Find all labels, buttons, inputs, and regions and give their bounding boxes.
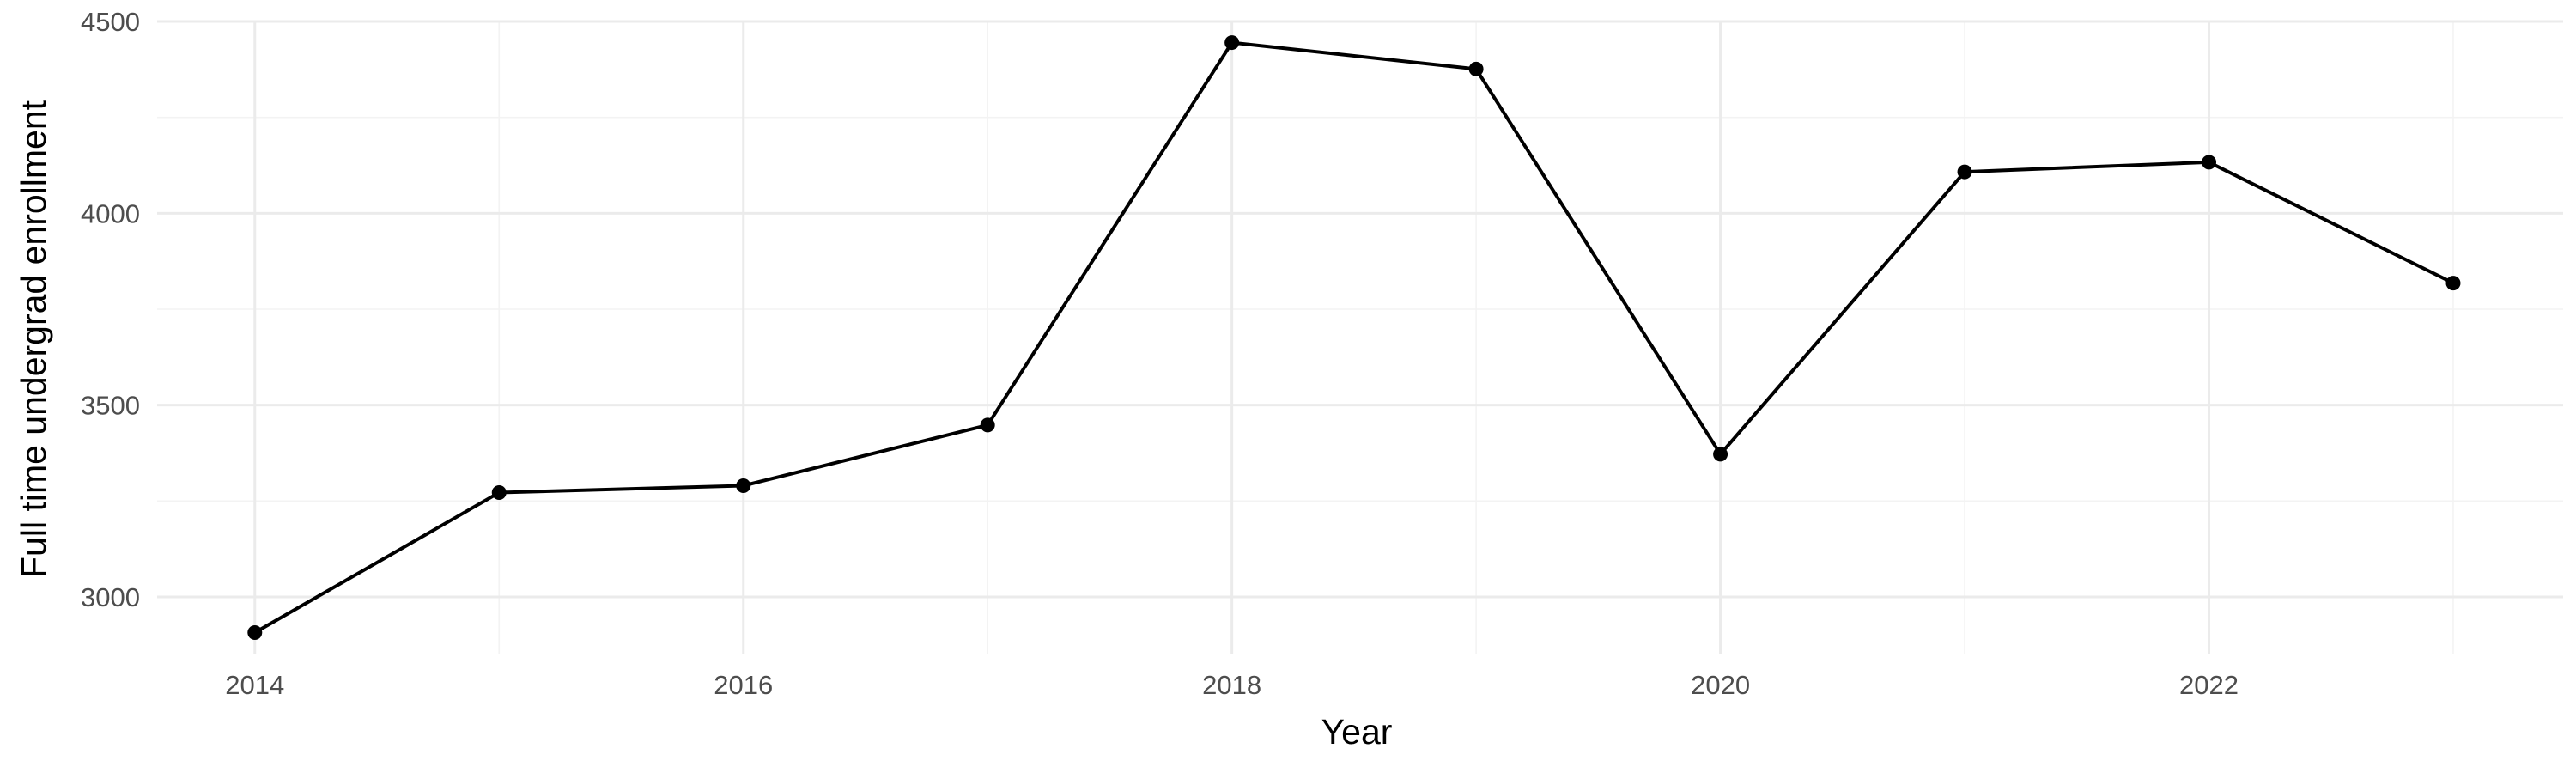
data-point [1713,447,1728,462]
y-tick-label: 4500 [81,7,140,37]
y-tick-label: 4000 [81,198,140,228]
data-point [2445,276,2461,291]
data-point [1957,164,1972,180]
x-tick-label: 2014 [225,670,284,700]
data-point [1224,35,1240,51]
x-tick-label: 2022 [2179,670,2239,700]
y-axis-title: Full time undergrad enrollment [14,100,53,578]
data-point [491,485,507,501]
y-tick-label: 3500 [81,391,140,421]
series-layer [247,35,2461,641]
x-axis: 2014 2016 2018 2020 2022 [225,670,2239,700]
x-tick-label: 2020 [1691,670,1750,700]
data-point [2202,155,2217,170]
series-line [253,40,2454,635]
x-tick-label: 2018 [1202,670,1261,700]
data-point [247,625,263,641]
grid [157,20,2563,654]
data-point [736,478,751,493]
x-tick-label: 2016 [714,670,773,700]
x-axis-title: Year [1321,712,1393,752]
data-point [980,417,995,433]
y-tick-label: 3000 [81,582,140,612]
data-point [1468,61,1484,76]
y-axis: 3000 3500 4000 4500 [81,7,140,612]
